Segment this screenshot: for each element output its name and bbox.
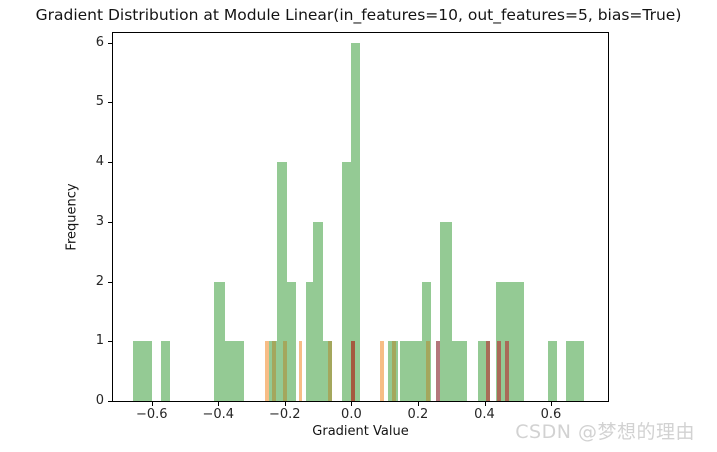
overlay-brown-histogram-bar: [485, 341, 490, 401]
x-axis-label: Gradient Value: [312, 424, 409, 439]
y-tick-mark: [108, 281, 112, 283]
weight-gradient-histogram-bar: [341, 162, 351, 401]
weight-gradient-histogram-bar: [133, 341, 153, 401]
weight-gradient-histogram-bar: [350, 42, 360, 401]
x-tick-label: 0.2: [407, 407, 429, 422]
chart-title: Gradient Distribution at Module Linear(i…: [35, 6, 682, 24]
weight-gradient-histogram-bar: [225, 341, 244, 401]
overlay-orange-histogram-bar: [380, 341, 385, 401]
x-tick-mark: [151, 402, 153, 406]
x-tick-label: 0.4: [474, 407, 495, 422]
y-tick-label: 1: [95, 333, 104, 349]
x-tick-mark: [417, 402, 419, 406]
y-tick-mark: [108, 221, 112, 223]
weight-gradient-histogram-bar: [421, 281, 431, 401]
weight-gradient-histogram-bar: [214, 281, 225, 401]
y-tick-label: 0: [95, 393, 104, 408]
weight-gradient-histogram-bar: [286, 281, 296, 401]
y-tick-mark: [108, 162, 112, 164]
weight-gradient-histogram-bar: [312, 221, 323, 401]
x-tick-mark: [551, 402, 552, 406]
x-tick-mark: [284, 402, 286, 406]
y-tick-label: 3: [95, 213, 104, 229]
overlay-brown-histogram-bar: [496, 341, 501, 401]
x-tick-label: 0.0: [341, 407, 362, 422]
overlay-orange-histogram-bar: [264, 341, 269, 401]
weight-gradient-histogram-bar: [400, 341, 422, 401]
watermark: CSDN @梦想的理由: [515, 421, 695, 443]
weight-gradient-histogram-bar: [439, 221, 452, 401]
plot-area: [112, 32, 609, 402]
weight-gradient-histogram-bar: [322, 341, 332, 401]
overlay-orange-histogram-bar: [298, 341, 303, 401]
weight-gradient-histogram-bar: [451, 341, 467, 401]
x-tick-mark: [484, 402, 486, 406]
weight-gradient-histogram-bar: [161, 341, 171, 401]
overlay-olive-histogram-bar: [282, 341, 287, 401]
weight-gradient-histogram-bar: [547, 341, 557, 401]
y-tick-mark: [108, 401, 112, 402]
overlay-darkred-histogram-bar: [350, 341, 355, 401]
x-tick-mark: [218, 402, 220, 406]
x-tick-label: 0.6: [540, 407, 562, 422]
y-tick-label: 5: [95, 94, 104, 110]
y-tick-label: 6: [95, 34, 104, 50]
overlay-brown-histogram-bar: [504, 341, 509, 401]
y-tick-mark: [108, 102, 112, 104]
weight-gradient-histogram-bar: [305, 281, 313, 401]
x-tick-mark: [351, 402, 353, 406]
y-tick-mark: [108, 42, 112, 44]
overlay-olive-histogram-bar: [425, 341, 430, 401]
overlay-olive-histogram-bar: [392, 341, 396, 401]
y-tick-label: 2: [95, 273, 104, 289]
y-tick-label: 4: [95, 154, 104, 170]
y-tick-mark: [108, 341, 112, 343]
x-tick-label: −0.6: [136, 407, 168, 422]
weight-gradient-histogram-bar: [276, 162, 287, 401]
weight-gradient-histogram-bar: [565, 341, 584, 401]
overlay-mauve-histogram-bar: [435, 341, 440, 401]
overlay-olive-histogram-bar: [271, 341, 276, 401]
x-tick-label: −0.2: [269, 407, 301, 422]
overlay-olive-histogram-bar: [327, 341, 332, 401]
x-tick-label: −0.4: [202, 407, 235, 422]
